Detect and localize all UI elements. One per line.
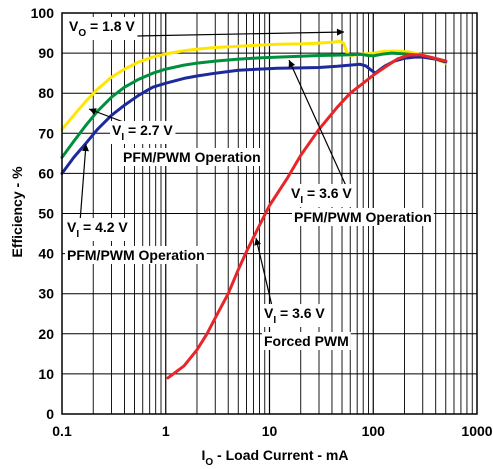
annotation-v36: VI = 3.6 V PFM/PWM Operation xyxy=(288,59,434,226)
annotation-sublabel-bg xyxy=(121,148,263,166)
x-tick-labels: 0.1 1 10 100 1000 xyxy=(52,423,493,439)
annotation-arrowhead xyxy=(89,108,97,115)
x-tick-label: 10 xyxy=(262,423,278,439)
y-tick-label: 90 xyxy=(38,45,54,61)
x-tick-label: 100 xyxy=(362,423,386,439)
annotation-leader xyxy=(255,237,273,307)
annotation-leader xyxy=(79,143,87,223)
annotation-v42: VI = 4.2 V PFM/PWM Operation xyxy=(65,143,207,264)
annotation-vfpwm: VI = 3.6 V Forced PWM xyxy=(254,237,351,350)
y-tick-label: 100 xyxy=(31,5,55,21)
annotation-arrowhead xyxy=(288,60,296,68)
annotation-vo: VO = 1.8 V xyxy=(67,17,345,40)
y-tick-label: 60 xyxy=(38,165,54,181)
plot-frame xyxy=(61,12,478,415)
y-tick-label: 70 xyxy=(38,125,54,141)
y-tick-label: 40 xyxy=(38,246,54,262)
annotation-v27: VI = 2.7 V PFM/PWM Operation xyxy=(88,108,263,166)
annotation-label-bg xyxy=(110,121,176,144)
annotation-sublabel-bg xyxy=(292,208,434,226)
annotation-sublabel-bg xyxy=(65,246,207,264)
annotation-label-bg xyxy=(262,304,328,327)
x-tick-label: 1000 xyxy=(461,423,492,439)
annotation-label-bg xyxy=(67,17,138,40)
annotation-leader xyxy=(288,59,348,189)
annotation-leader xyxy=(135,31,345,37)
x-tick-label: 0.1 xyxy=(52,423,72,439)
y-tick-label: 20 xyxy=(38,326,54,342)
annotation-sublabel: PFM/PWM Operation xyxy=(123,149,261,165)
x-tick-label: 1 xyxy=(162,423,170,439)
x-axis-title: IO - Load Current - mA xyxy=(201,447,348,468)
annotation-sublabel: PFM/PWM Operation xyxy=(67,247,205,263)
y-tick-labels: 0 10 20 30 40 50 60 70 80 90 100 xyxy=(31,5,55,422)
grid xyxy=(62,13,477,414)
y-tick-label: 80 xyxy=(38,85,54,101)
y-tick-label: 30 xyxy=(38,286,54,302)
series-line-vo xyxy=(60,39,448,131)
annotation-arrowhead xyxy=(336,28,344,36)
series-line-v27 xyxy=(60,51,448,159)
annotation-arrowhead xyxy=(82,144,89,152)
annotation-sublabel: Forced PWM xyxy=(264,333,349,349)
series-line-vfpwm xyxy=(166,53,448,380)
annotation-label-bg xyxy=(65,218,131,241)
annotation-label-bg xyxy=(289,184,355,207)
annotation-arrowhead xyxy=(254,238,261,246)
annotation-sublabel-bg xyxy=(262,332,351,350)
annotation-label: VI = 4.2 V xyxy=(67,219,128,240)
annotation-label: VO = 1.8 V xyxy=(69,18,135,39)
annotation-label: VI = 2.7 V xyxy=(112,122,173,143)
y-tick-label: 0 xyxy=(46,406,54,422)
annotation-label: VI = 3.6 V xyxy=(291,185,352,206)
y-tick-label: 10 xyxy=(38,366,54,382)
series-lines xyxy=(60,39,448,380)
y-tick-label: 50 xyxy=(38,206,54,222)
y-axis-title: Efficiency - % xyxy=(9,166,25,258)
annotation-sublabel: PFM/PWM Operation xyxy=(294,209,432,225)
annotation-label: VI = 3.6 V xyxy=(264,305,325,326)
